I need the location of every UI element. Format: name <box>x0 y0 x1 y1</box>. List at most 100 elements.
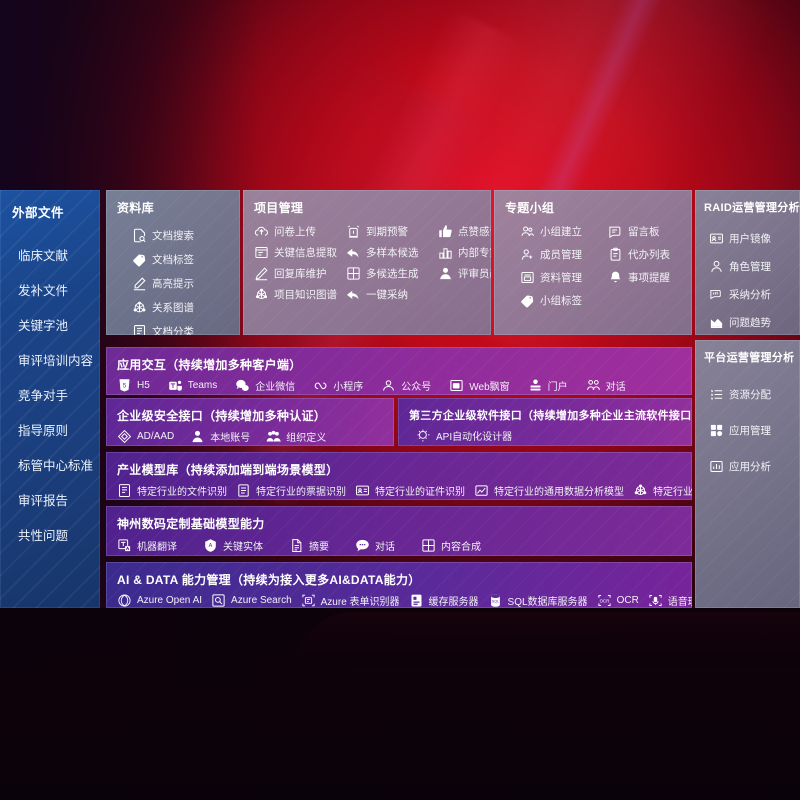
ranking-icon <box>438 245 453 260</box>
library-item-document-search[interactable]: 文档搜索 <box>132 223 240 247</box>
interaction-item-dialog[interactable]: 对话 <box>586 378 626 393</box>
foundation-item-label: 摘要 <box>309 542 329 553</box>
group-add-icon <box>520 224 535 239</box>
thirdparty-item-api-designer[interactable]: API自动化设计器 <box>416 428 512 443</box>
foundation-item-summary[interactable]: 摘要 <box>289 538 329 553</box>
sidebar-item-standards-center[interactable]: 标管中心标准 <box>18 459 94 473</box>
aidata-item-label: 语音理解 <box>667 597 692 608</box>
group-item-create[interactable]: 小组建立 <box>520 224 608 239</box>
project-item-thumbs-up[interactable]: 点赞感谢 <box>438 224 491 239</box>
interaction-item-miniprogram[interactable]: 小程序 <box>313 378 363 393</box>
interaction-item-web-popup[interactable]: Web飘窗 <box>449 378 510 393</box>
raid-item-issue-trend[interactable]: 问题趋势 <box>709 308 800 335</box>
shield-diamond-icon <box>117 429 132 444</box>
group-item-member-manage[interactable]: 成员管理 <box>520 247 608 262</box>
ocr-icon: OCR <box>597 593 612 608</box>
pen-icon <box>254 266 269 281</box>
project-item-reviewer-portrait[interactable]: 评审员画像 <box>438 266 491 281</box>
foundation-item-content-compose[interactable]: 内容合成 <box>421 538 481 553</box>
raid-item-label: 采纳分析 <box>729 288 771 301</box>
group-item-material-manage[interactable]: 资料管理 <box>520 270 608 285</box>
aidata-item-speech[interactable]: 语音理解 <box>648 593 692 608</box>
library-item-document-tag[interactable]: 文档标签 <box>132 247 240 271</box>
foundation-item-dialog[interactable]: 对话 <box>355 538 395 553</box>
security-item-org-define[interactable]: 组织定义 <box>266 429 326 444</box>
dialog-icon <box>586 378 601 393</box>
industry-item-label: 特定行业的票据识别 <box>256 487 346 498</box>
project-item-multi-candidate-gen[interactable]: 多候选生成 <box>346 266 438 281</box>
sidebar-item-clinical-literature[interactable]: 临床文献 <box>18 249 69 263</box>
thirdparty-panel: 第三方企业级软件接口（持续增加多种企业主流软件接口） API自动化设计器 <box>398 398 692 446</box>
platform-item-app-analysis[interactable]: 应用分析 <box>709 448 800 484</box>
group-item-message-board[interactable]: 留言板 <box>608 224 692 239</box>
security-item-local-account[interactable]: 本地账号 <box>190 429 250 444</box>
aidata-item-sql-server[interactable]: SQL SQL数据库服务器 <box>488 593 588 608</box>
security-items: AD/AAD 本地账号 组织定义 <box>106 424 394 444</box>
raid-item-adoption-analysis[interactable]: 采纳分析 <box>709 280 800 308</box>
sidebar-item-guiding-principles[interactable]: 指导原则 <box>18 424 69 438</box>
industry-item-id-recognize[interactable]: 特定行业的证件识别 <box>355 483 465 498</box>
platform-item-app-manage[interactable]: 应用管理 <box>709 412 800 448</box>
sidebar-item-supplement-files[interactable]: 发补文件 <box>18 284 69 298</box>
industry-items: 特定行业的文件识别 特定行业的票据识别 特定行业的证件识别 特定行业的通用数据分… <box>106 478 692 498</box>
project-item-multi-sample-candidate[interactable]: 多样本候选 <box>346 245 438 260</box>
sql-server-icon: SQL <box>488 593 503 608</box>
chat-analytics-icon <box>709 287 724 302</box>
industry-item-receipt-recognize[interactable]: 特定行业的票据识别 <box>236 483 346 498</box>
project-item-one-click-adopt[interactable]: 一键采纳 <box>346 287 438 302</box>
interaction-item-label: 小程序 <box>333 382 364 393</box>
platform-item-resource-allocation[interactable]: 资源分配 <box>709 376 800 412</box>
web-popup-icon <box>449 378 464 393</box>
form-recognizer-icon <box>301 593 316 608</box>
raid-panel: RAID运营管理分析 用户镜像 角色管理 采纳分析 问题趋势 <box>695 190 800 335</box>
platform-item-label: 应用管理 <box>729 424 771 437</box>
interaction-item-teams[interactable]: Teams <box>168 378 217 393</box>
sidebar-item-review-training[interactable]: 审评培训内容 <box>18 354 94 368</box>
raid-item-role-manage[interactable]: 角色管理 <box>709 252 800 280</box>
aidata-item-form-recognizer[interactable]: Azure 表单识别器 <box>301 593 400 608</box>
foundation-item-key-entity[interactable]: A 关键实体 <box>203 538 263 553</box>
raid-item-user-portrait[interactable]: 用户镜像 <box>709 224 800 252</box>
project-item-label: 问卷上传 <box>274 226 316 238</box>
foundation-item-machine-translation[interactable]: 机器翻译 <box>117 538 177 553</box>
security-item-ad-aad[interactable]: AD/AAD <box>117 429 174 444</box>
aidata-item-label: SQL数据库服务器 <box>507 597 588 608</box>
group-item-group-tag[interactable]: 小组标签 <box>520 293 608 308</box>
project-item-questionnaire-upload[interactable]: 问卷上传 <box>254 224 346 239</box>
platform-item-label: 应用分析 <box>729 460 771 473</box>
aidata-item-azure-openai[interactable]: Azure Open AI <box>117 593 202 608</box>
industry-item-file-recognize[interactable]: 特定行业的文件识别 <box>117 483 227 498</box>
thumbs-up-icon <box>438 224 453 239</box>
sidebar-item-keyword-pool[interactable]: 关键字池 <box>18 319 69 333</box>
industry-item-knowledge-graph-model[interactable]: 特定行业的通用知识图谱模型 <box>633 483 692 498</box>
project-item-label: 项目知识图谱 <box>274 289 337 301</box>
interaction-item-wecom[interactable]: 企业微信 <box>235 378 295 393</box>
sidebar-item-common-issues[interactable]: 共性问题 <box>18 529 69 543</box>
aidata-item-ocr[interactable]: OCR OCR <box>597 593 639 608</box>
library-item-document-category[interactable]: 文档分类 <box>132 319 240 335</box>
aidata-item-azure-search[interactable]: Azure Search <box>211 593 292 608</box>
project-item-knowledge-graph[interactable]: 项目知识图谱 <box>254 287 346 302</box>
library-item-highlight[interactable]: 高亮提示 <box>132 271 240 295</box>
project-item-label: 内部专家排名 <box>458 247 491 259</box>
project-item-expiry-alert[interactable]: 到期预警 <box>346 224 438 239</box>
aidata-item-cache-server[interactable]: 缓存服务器 <box>409 593 479 608</box>
user-role-icon <box>709 259 724 274</box>
clipboard-icon <box>608 247 623 262</box>
svg-text:SQL: SQL <box>491 599 499 603</box>
industry-item-data-analysis[interactable]: 特定行业的通用数据分析模型 <box>474 483 624 498</box>
project-item-reply-library[interactable]: 回复库维护 <box>254 266 346 281</box>
project-item-expert-ranking[interactable]: 内部专家排名 <box>438 245 491 260</box>
sidebar-item-review-report[interactable]: 审评报告 <box>18 494 69 508</box>
group-item-todo-list[interactable]: 代办列表 <box>608 247 692 262</box>
interaction-item-official-account[interactable]: 公众号 <box>381 378 431 393</box>
interaction-item-h5[interactable]: 5 H5 <box>117 378 150 393</box>
project-item-key-info-extract[interactable]: 关键信息提取 <box>254 245 346 260</box>
foundation-title: 神州数码定制基础模型能力 <box>117 517 265 531</box>
interaction-item-label: H5 <box>137 380 150 391</box>
group-item-reminder[interactable]: 事项提醒 <box>608 270 692 285</box>
sidebar-item-competitors[interactable]: 竞争对手 <box>18 389 69 403</box>
library-item-label: 文档标签 <box>152 253 194 266</box>
interaction-item-portal[interactable]: 门户 <box>528 378 568 393</box>
library-item-relation-graph[interactable]: 关系图谱 <box>132 295 240 319</box>
